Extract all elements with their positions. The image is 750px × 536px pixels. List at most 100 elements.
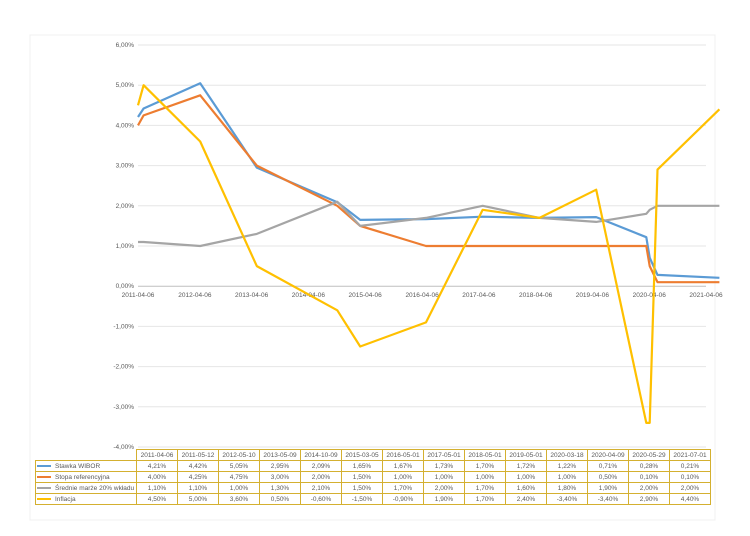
table-corner	[36, 450, 137, 461]
series-line-2	[138, 200, 720, 248]
data-table: 2011-04-06 2011-05-12 2012-05-10 2013-05-09…	[35, 449, 711, 505]
table-cell: 5,00%	[177, 493, 219, 505]
table-row: Inflacja 4,50% 5,00% 3,60% 0,50% -0,60% -1,50%…	[35, 493, 711, 505]
table-header-date: 2012-05-10	[218, 449, 260, 461]
table-cell: 1,22%	[546, 460, 588, 472]
table-cell: 0,50%	[587, 471, 629, 483]
table-cell: -0,90%	[382, 493, 424, 505]
y-tick-label: 6,00%	[116, 42, 135, 49]
y-tick-label: -4,00%	[113, 444, 134, 451]
table-cell: 1,50%	[341, 471, 383, 483]
legend-entry: Stawka WIBOR	[35, 460, 137, 472]
table-cell: 1,90%	[587, 482, 629, 494]
table-cell: -3,40%	[587, 493, 629, 505]
table-cell: 0,50%	[259, 493, 301, 505]
legend-entry: Inflacja	[35, 493, 137, 505]
table-cell: 1,10%	[177, 482, 219, 494]
table-cell: 2,00%	[669, 482, 711, 494]
table-cell: 1,73%	[423, 460, 465, 472]
table-cell: 2,10%	[300, 482, 342, 494]
table-header-date: 2019-05-01	[505, 449, 547, 461]
table-header-date: 2021-07-01	[669, 449, 711, 461]
table-row: Średnie marże 20% wkładu 1,10% 1,10% 1,00% 1…	[35, 482, 711, 494]
table-cell: 4,21%	[136, 460, 178, 472]
legend-label: Inflacja	[55, 495, 76, 503]
x-tick-label: 2020-04-06	[633, 292, 667, 299]
table-cell: 4,40%	[669, 493, 711, 505]
table-cell: 0,21%	[669, 460, 711, 472]
legend-key	[37, 464, 51, 467]
table-cell: 2,95%	[259, 460, 301, 472]
table-cell: 1,00%	[218, 482, 260, 494]
table-cell: 5,05%	[218, 460, 260, 472]
table-cell: 2,40%	[505, 493, 547, 505]
table-cell: -0,60%	[300, 493, 342, 505]
table-cell: 0,71%	[587, 460, 629, 472]
y-tick-label: 1,00%	[116, 243, 135, 250]
table-cell: 1,50%	[341, 482, 383, 494]
table-cell: 1,00%	[505, 471, 547, 483]
table-header-date: 2011-04-06	[136, 449, 178, 461]
x-tick-label: 2016-04-06	[405, 292, 439, 299]
x-tick-label: 2013-04-06	[235, 292, 269, 299]
legend-label: Stopa referencyjna	[55, 473, 110, 481]
table-header-date: 2018-05-01	[464, 449, 506, 461]
x-tick-label: 2011-04-06	[122, 292, 155, 299]
series-line-1	[137, 94, 720, 284]
table-header-date: 2014-10-09	[300, 449, 342, 461]
table-cell: 2,00%	[300, 471, 342, 483]
legend-key	[37, 497, 51, 500]
table-header-date: 2020-04-09	[587, 449, 629, 461]
legend-key	[37, 475, 51, 478]
table-cell: 1,30%	[259, 482, 301, 494]
y-tick-label: -2,00%	[113, 364, 134, 371]
table-cell: 1,80%	[546, 482, 588, 494]
table-header-date: 2020-05-29	[628, 449, 670, 461]
table-cell: 4,00%	[136, 471, 178, 483]
table-cell: 1,70%	[382, 482, 424, 494]
x-tick-label: 2012-04-06	[178, 292, 212, 299]
legend-key	[37, 486, 51, 489]
table-cell: 2,09%	[300, 460, 342, 472]
table-cell: 0,10%	[669, 471, 711, 483]
table-header-date: 2020-03-18	[546, 449, 588, 461]
table-cell: -1,50%	[341, 493, 383, 505]
y-tick-label: 5,00%	[116, 82, 135, 89]
table-cell: 1,00%	[546, 471, 588, 483]
table-cell: 0,28%	[628, 460, 670, 472]
series-line-0	[137, 82, 720, 279]
y-tick-label: 3,00%	[116, 163, 135, 170]
series-line-3	[136, 84, 721, 424]
y-tick-label: -1,00%	[113, 323, 134, 330]
x-tick-label: 2017-04-06	[462, 292, 496, 299]
table-header-date: 2013-05-09	[259, 449, 301, 461]
legend-label: Stawka WIBOR	[55, 462, 101, 470]
table-cell: 1,00%	[382, 471, 424, 483]
table-cell: 1,90%	[423, 493, 465, 505]
table-cell: 1,00%	[423, 471, 465, 483]
legend-entry: Średnie marże 20% wkładu	[35, 482, 137, 494]
table-row: Stawka WIBOR 4,21% 4,42% 5,05% 2,95% 2,09% 1,6…	[35, 460, 711, 472]
table-cell: 4,50%	[136, 493, 178, 505]
table-header-date: 2011-05-12	[177, 449, 219, 461]
table-cell: 2,00%	[423, 482, 465, 494]
table-cell: 1,70%	[464, 482, 506, 494]
table-cell: 3,00%	[259, 471, 301, 483]
table-row: Stopa referencyjna 4,00% 4,25% 4,75% 3,00% 2,…	[35, 471, 711, 483]
x-tick-label: 2019-04-06	[576, 292, 610, 299]
table-cell: 1,00%	[464, 471, 506, 483]
legend-entry: Stopa referencyjna	[35, 471, 137, 483]
table-cell: 1,72%	[505, 460, 547, 472]
table-cell: 2,00%	[628, 482, 670, 494]
table-cell: 2,90%	[628, 493, 670, 505]
y-tick-label: 4,00%	[116, 122, 135, 129]
table-cell: 1,65%	[341, 460, 383, 472]
y-tick-label: -3,00%	[113, 404, 134, 411]
x-tick-label: 2015-04-06	[349, 292, 383, 299]
table-cell: 4,75%	[218, 471, 260, 483]
table-cell: 3,60%	[218, 493, 260, 505]
table-header-date: 2016-05-01	[382, 449, 424, 461]
table-header-row: 2011-04-06 2011-05-12 2012-05-10 2013-05-09…	[36, 449, 711, 461]
